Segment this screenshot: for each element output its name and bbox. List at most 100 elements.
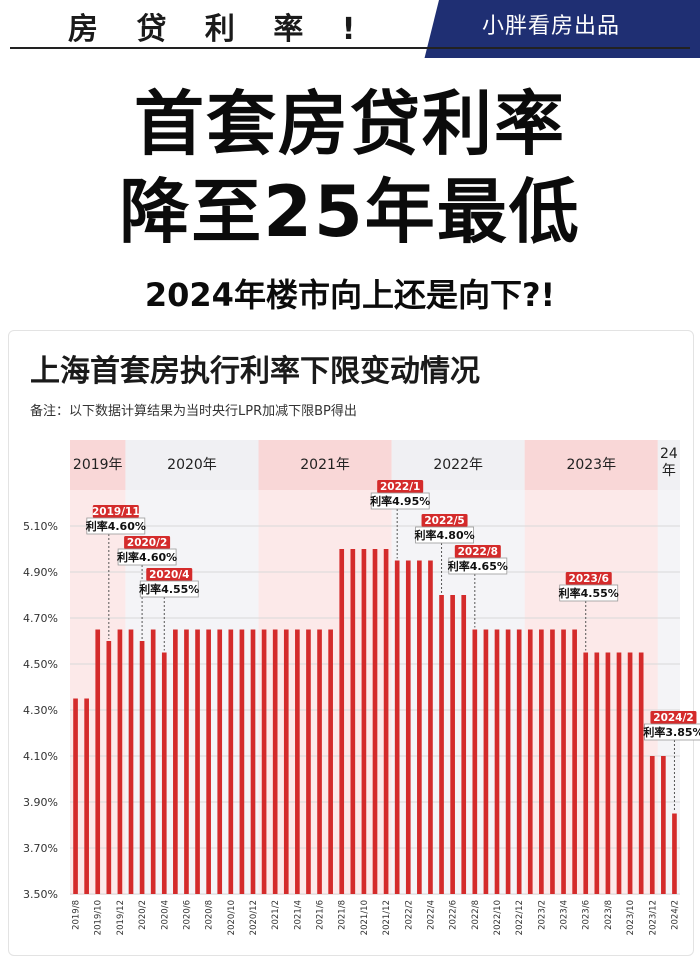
headline-line-2: 降至25年最低	[119, 171, 581, 253]
x-tick-label: 2019/10	[94, 900, 104, 935]
x-tick-label: 2021/12	[382, 900, 392, 935]
rate-bar	[150, 629, 156, 894]
annotation-date-tag	[92, 505, 139, 518]
rate-bar	[394, 560, 400, 894]
annotation-date-tag	[146, 568, 193, 581]
year-band-label: 2019年	[73, 457, 123, 473]
rate-bar	[206, 629, 211, 894]
annotation-date-tag	[124, 536, 171, 549]
x-tick-label: 2023/2	[537, 900, 547, 930]
year-band-label: 24	[660, 446, 678, 462]
rate-bar	[239, 629, 245, 894]
year-band-label: 2020年	[167, 457, 217, 473]
rate-bar	[250, 629, 256, 894]
rate-bar	[306, 629, 311, 894]
annotation-date-tag	[454, 545, 501, 558]
rate-bar	[184, 629, 189, 894]
y-tick-label: 3.70%	[23, 842, 58, 855]
annotation-box	[86, 517, 146, 535]
x-tick-label: 2023/10	[626, 900, 636, 935]
rate-bar	[572, 629, 577, 894]
year-band-header	[657, 440, 680, 490]
annotation-box	[415, 526, 474, 544]
divider	[10, 47, 690, 49]
annotation-date-tag	[421, 514, 468, 527]
rate-bar	[139, 641, 145, 894]
rate-bar	[417, 560, 422, 894]
year-band-header	[258, 440, 392, 490]
rate-bar	[195, 629, 200, 894]
x-tick-label: 2020/12	[249, 900, 259, 935]
year-band-label: 2022年	[433, 457, 483, 473]
x-tick-label: 2023/8	[604, 900, 614, 930]
rate-bar	[550, 629, 555, 894]
annotation-date: 2023/6	[569, 573, 609, 585]
chart-title: 上海首套房执行利率下限变动情况	[30, 354, 480, 389]
rate-bar	[383, 549, 389, 894]
x-tick-label: 2022/6	[449, 900, 459, 930]
rate-bar	[73, 698, 78, 894]
annotation-date: 2019/11	[92, 506, 140, 518]
rate-bar	[594, 652, 600, 894]
rate-bar	[361, 549, 367, 894]
annotation-rate: 利率4.60%	[86, 519, 146, 533]
rate-bar	[317, 629, 322, 894]
rate-bar	[539, 629, 544, 894]
rate-bar	[649, 756, 655, 894]
rate-bar	[161, 652, 167, 894]
annotation-rate: 利率3.85%	[643, 725, 700, 739]
year-band	[125, 440, 259, 895]
x-tick-label: 2020/4	[160, 900, 170, 930]
rate-bar	[527, 629, 533, 894]
annotation-rate: 利率4.65%	[448, 559, 508, 573]
x-tick-label: 2019/12	[116, 900, 126, 935]
x-tick-label: 2020/2	[138, 900, 148, 930]
rate-bar	[328, 629, 333, 894]
annotation-box	[559, 584, 619, 602]
annotation-date: 2022/8	[458, 546, 498, 558]
year-band-label: 2021年	[300, 457, 350, 473]
rate-bar	[283, 629, 289, 894]
annotation-box	[644, 723, 700, 741]
x-tick-label: 2023/4	[560, 900, 570, 930]
rate-bar	[439, 595, 444, 894]
annotation-date-tag	[565, 572, 612, 585]
y-tick-label: 3.50%	[23, 888, 58, 901]
chart-note: 备注：以下数据计算结果为当时央行LPR加减下限BP得出	[30, 404, 357, 419]
rate-bar	[472, 629, 478, 894]
rate-bar	[516, 629, 522, 894]
x-tick-label: 2021/10	[360, 900, 370, 935]
rate-bar	[661, 756, 666, 894]
rate-bar	[95, 629, 101, 894]
annotation-date-tag	[377, 480, 424, 493]
rate-bar	[106, 641, 112, 894]
annotation-date: 2022/1	[380, 481, 420, 493]
y-tick-label: 4.30%	[23, 704, 58, 717]
x-tick-label: 2020/10	[227, 900, 237, 935]
x-tick-label: 2019/8	[72, 900, 82, 930]
annotation-rate: 利率4.80%	[414, 528, 474, 542]
annotation-rate: 利率4.55%	[139, 582, 199, 596]
annotation-rate: 利率4.95%	[370, 494, 430, 508]
year-band-header	[524, 440, 658, 490]
year-band-header	[70, 440, 126, 490]
year-band-header	[125, 440, 259, 490]
rate-bar	[405, 560, 411, 894]
x-tick-label: 2022/12	[515, 900, 525, 935]
rate-bar	[339, 549, 345, 894]
rate-bar	[616, 652, 622, 894]
x-tick-label: 2022/10	[493, 900, 503, 935]
x-tick-label: 2023/6	[582, 900, 592, 930]
x-tick-label: 2022/8	[471, 900, 481, 930]
annotation-date: 2020/2	[127, 537, 167, 549]
annotation-box	[117, 548, 177, 566]
x-tick-label: 2022/4	[426, 900, 436, 930]
y-tick-label: 4.50%	[23, 658, 58, 671]
rate-bar	[583, 652, 589, 894]
annotation-box	[139, 580, 199, 598]
y-tick-label: 4.70%	[23, 612, 58, 625]
rate-bar	[128, 629, 134, 894]
x-tick-label: 2023/12	[648, 900, 658, 935]
rate-bar	[505, 629, 511, 894]
brand-label: 小胖看房出品	[482, 14, 621, 39]
